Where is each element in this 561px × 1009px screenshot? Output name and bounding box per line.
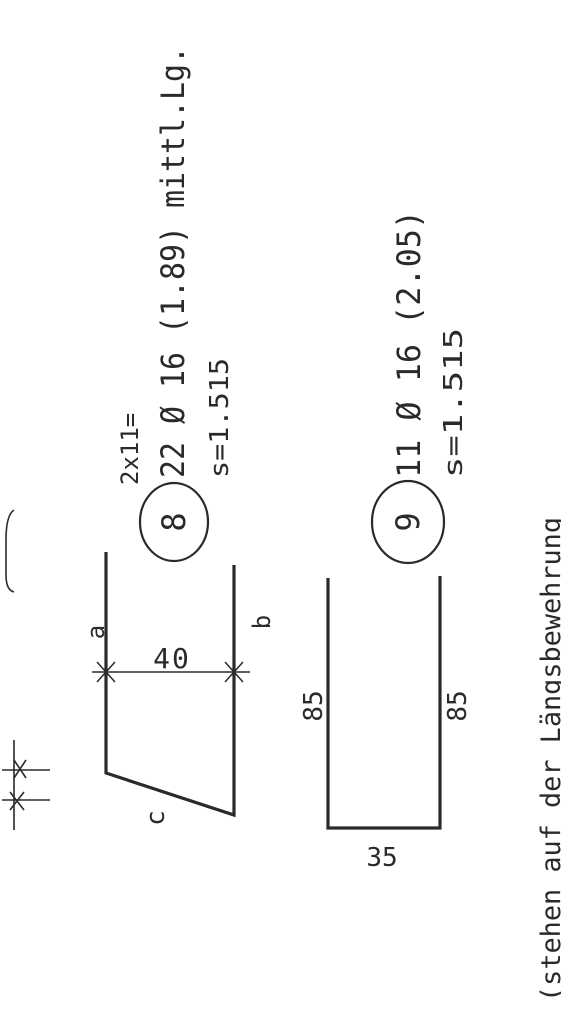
bar8-dim-width: 40 (153, 642, 191, 675)
bar8-shape (104, 552, 236, 818)
bar9-spacing: s=1.515 (439, 328, 469, 478)
bar9-dim-bottom: 35 (366, 843, 397, 873)
bar8-dimension-40 (92, 661, 250, 683)
bar8-spec: 22 Ø 16 (1.89) mittl.Lg. (154, 46, 192, 478)
edge-marks (2, 509, 50, 830)
bar9-shape (326, 576, 442, 830)
bar8-number-circle (138, 481, 210, 563)
bar8-label-b: b (248, 615, 276, 629)
bar8-count-note: 2x11= (116, 413, 144, 485)
bar9-number: 9 (389, 512, 427, 531)
bar9-number-circle (370, 479, 446, 565)
bar9-spec: 11 Ø 16 (2.05) (390, 210, 428, 478)
bar8-spacing: s=1.515 (205, 358, 235, 478)
bar9-dim-left: 85 (299, 690, 329, 721)
bar8-label-c: c (141, 810, 171, 826)
bottom-note: (stehen auf der Längsbewehrung (536, 517, 561, 1002)
bar9-dim-right: 85 (443, 690, 473, 721)
bar8-label-a: a (82, 625, 110, 639)
bar8-number: 8 (155, 512, 193, 531)
